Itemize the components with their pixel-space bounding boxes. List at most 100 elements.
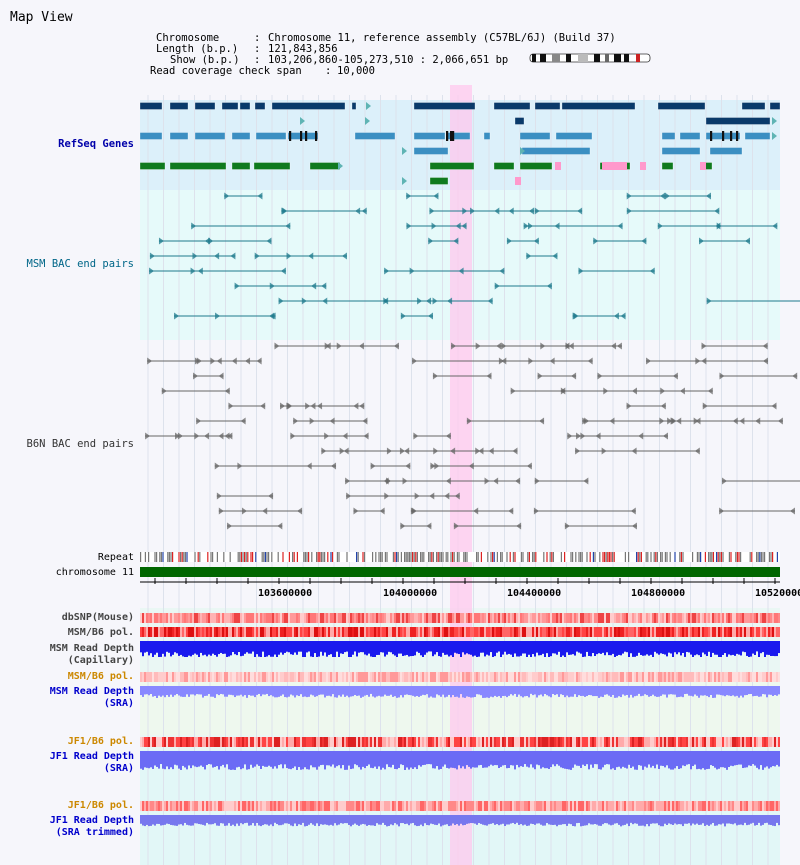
heatmap-tracks[interactable] xyxy=(140,613,780,827)
jf1-depth-trim-bar xyxy=(446,815,448,825)
msm-bac-track-label[interactable]: MSM BAC end pairs xyxy=(26,258,134,270)
chromosome-bar[interactable] xyxy=(140,567,780,577)
jf1-pol-cell xyxy=(356,737,358,747)
jf1-depth-sra-label[interactable]: JF1 Read Depth xyxy=(49,751,134,762)
jf1-pol2-cell xyxy=(690,801,692,811)
msm-depth-cap-bar xyxy=(354,641,356,652)
repeat-element xyxy=(255,552,257,562)
b6n-bac-pair-end xyxy=(324,342,330,350)
jf1-pol2-cell xyxy=(712,801,714,811)
msm-b6-pol-label[interactable]: MSM/B6 pol. xyxy=(67,627,134,638)
chromosome-ideogram[interactable] xyxy=(529,53,651,63)
b6n-bac-track[interactable] xyxy=(145,342,800,530)
msm-depth-cap-bar xyxy=(628,641,630,657)
msm-pol2-cell xyxy=(578,672,580,682)
dbsnp-cell xyxy=(608,613,610,623)
jf1-pol2-cell xyxy=(184,801,186,811)
msm-pol2-cell xyxy=(324,672,326,682)
msm-pol-cell xyxy=(746,627,748,637)
msm-depth-sra-bar xyxy=(204,686,206,696)
msm-pol2-cell xyxy=(554,672,556,682)
jf1-depth-sra-bar xyxy=(306,751,308,770)
refseq-genes-track[interactable] xyxy=(139,102,781,185)
gene-feature xyxy=(231,132,251,140)
repeat-element xyxy=(319,552,321,562)
dbsnp-cell xyxy=(216,613,218,623)
jf1-pol2-cell xyxy=(462,801,464,811)
jf1-depth-sra-bar xyxy=(728,751,730,768)
jf1-pol-cell xyxy=(400,737,402,747)
repeat-element xyxy=(322,552,324,562)
jf1-pol2-cell xyxy=(402,801,404,811)
jf1-depth-trim-bar xyxy=(726,815,728,824)
repeat-track[interactable] xyxy=(140,552,780,562)
jf1-depth-sra-bar xyxy=(374,751,376,767)
jf1-depth-trim-bar xyxy=(300,815,302,825)
dbsnp-cell xyxy=(294,613,296,623)
jf1-depth-trim-bar xyxy=(254,815,256,826)
repeat-track-label[interactable]: Repeat xyxy=(97,552,134,563)
msm-pol-cell xyxy=(162,627,164,637)
jf1-pol2-cell xyxy=(408,801,410,811)
jf1-depth-sra-bar xyxy=(708,751,710,769)
jf1-b6-pol-label[interactable]: JF1/B6 pol. xyxy=(67,736,134,747)
dbsnp-cell xyxy=(242,613,244,623)
repeat-element xyxy=(407,552,409,562)
dbsnp-cell xyxy=(238,613,240,623)
jf1-depth-sra-bar xyxy=(198,751,200,767)
msm-depth-sra-bar xyxy=(470,686,472,698)
msm-depth-cap-label[interactable]: MSM Read Depth xyxy=(49,643,134,654)
repeat-element xyxy=(522,552,524,562)
msm-depth-cap-bar xyxy=(682,641,684,653)
jf1-depth-sra-bar xyxy=(692,751,694,767)
jf1-pol2-cell xyxy=(506,801,508,811)
jf1-depth-sra-bar xyxy=(756,751,758,768)
msm-depth-cap-bar xyxy=(216,641,218,657)
repeat-element xyxy=(696,552,698,562)
jf1-depth-trim-bar xyxy=(776,815,778,823)
jf1-depth-trim-bar xyxy=(302,815,304,823)
msm-pol2-cell xyxy=(318,672,320,682)
msm-pol-cell xyxy=(756,627,758,637)
jf1-pol2-cell xyxy=(494,801,496,811)
msm-b6-pol2-label[interactable]: MSM/B6 pol. xyxy=(67,671,134,682)
dbsnp-track-label[interactable]: dbSNP(Mouse) xyxy=(61,612,134,623)
msm-pol2-cell xyxy=(766,672,768,682)
jf1-pol-cell xyxy=(302,737,304,747)
msm-pol2-cell xyxy=(312,672,314,682)
jf1-pol2-cell xyxy=(658,801,660,811)
jf1-depth-trim-bar xyxy=(506,815,508,825)
b6n-bac-pair-end xyxy=(540,342,546,350)
refseq-track-label[interactable]: RefSeq Genes xyxy=(58,138,134,150)
b6n-bac-pair-end xyxy=(488,447,494,455)
jf1-depth-sra-bar xyxy=(466,751,468,766)
msm-bac-track[interactable] xyxy=(149,192,800,320)
jf1-pol2-cell xyxy=(702,801,704,811)
jf1-b6-pol2-label[interactable]: JF1/B6 pol. xyxy=(67,800,134,811)
chromosome-track-label[interactable]: chromosome 11 xyxy=(55,567,134,578)
jf1-pol2-cell xyxy=(448,801,450,811)
jf1-pol2-cell xyxy=(562,801,564,811)
msm-depth-sra-bar xyxy=(748,686,750,695)
jf1-depth-trim-bar xyxy=(360,815,362,825)
msm-depth-cap-bar xyxy=(278,641,280,655)
info-colon: : xyxy=(254,32,261,44)
repeat-element xyxy=(194,552,196,562)
msm-depth-sra-bar xyxy=(366,686,368,695)
msm-depth-sra-label[interactable]: MSM Read Depth xyxy=(49,686,134,697)
b6n-bac-pair-end xyxy=(721,477,727,485)
msm-pol2-cell xyxy=(450,672,452,682)
dbsnp-cell xyxy=(374,613,376,623)
jf1-pol-cell xyxy=(504,737,506,747)
jf1-pol2-cell xyxy=(164,801,166,811)
jf1-depth-sra-bar xyxy=(486,751,488,768)
jf1-depth-trim-label[interactable]: JF1 Read Depth xyxy=(49,815,134,826)
jf1-depth-sra-bar xyxy=(140,751,142,769)
b6n-bac-track-label[interactable]: B6N BAC end pairs xyxy=(26,438,134,450)
b6n-bac-pair-end xyxy=(404,447,410,455)
msm-depth-cap-bar xyxy=(334,641,336,657)
dbsnp-cell xyxy=(424,613,426,623)
msm-pol-cell xyxy=(154,627,156,637)
jf1-pol-cell xyxy=(426,737,428,747)
